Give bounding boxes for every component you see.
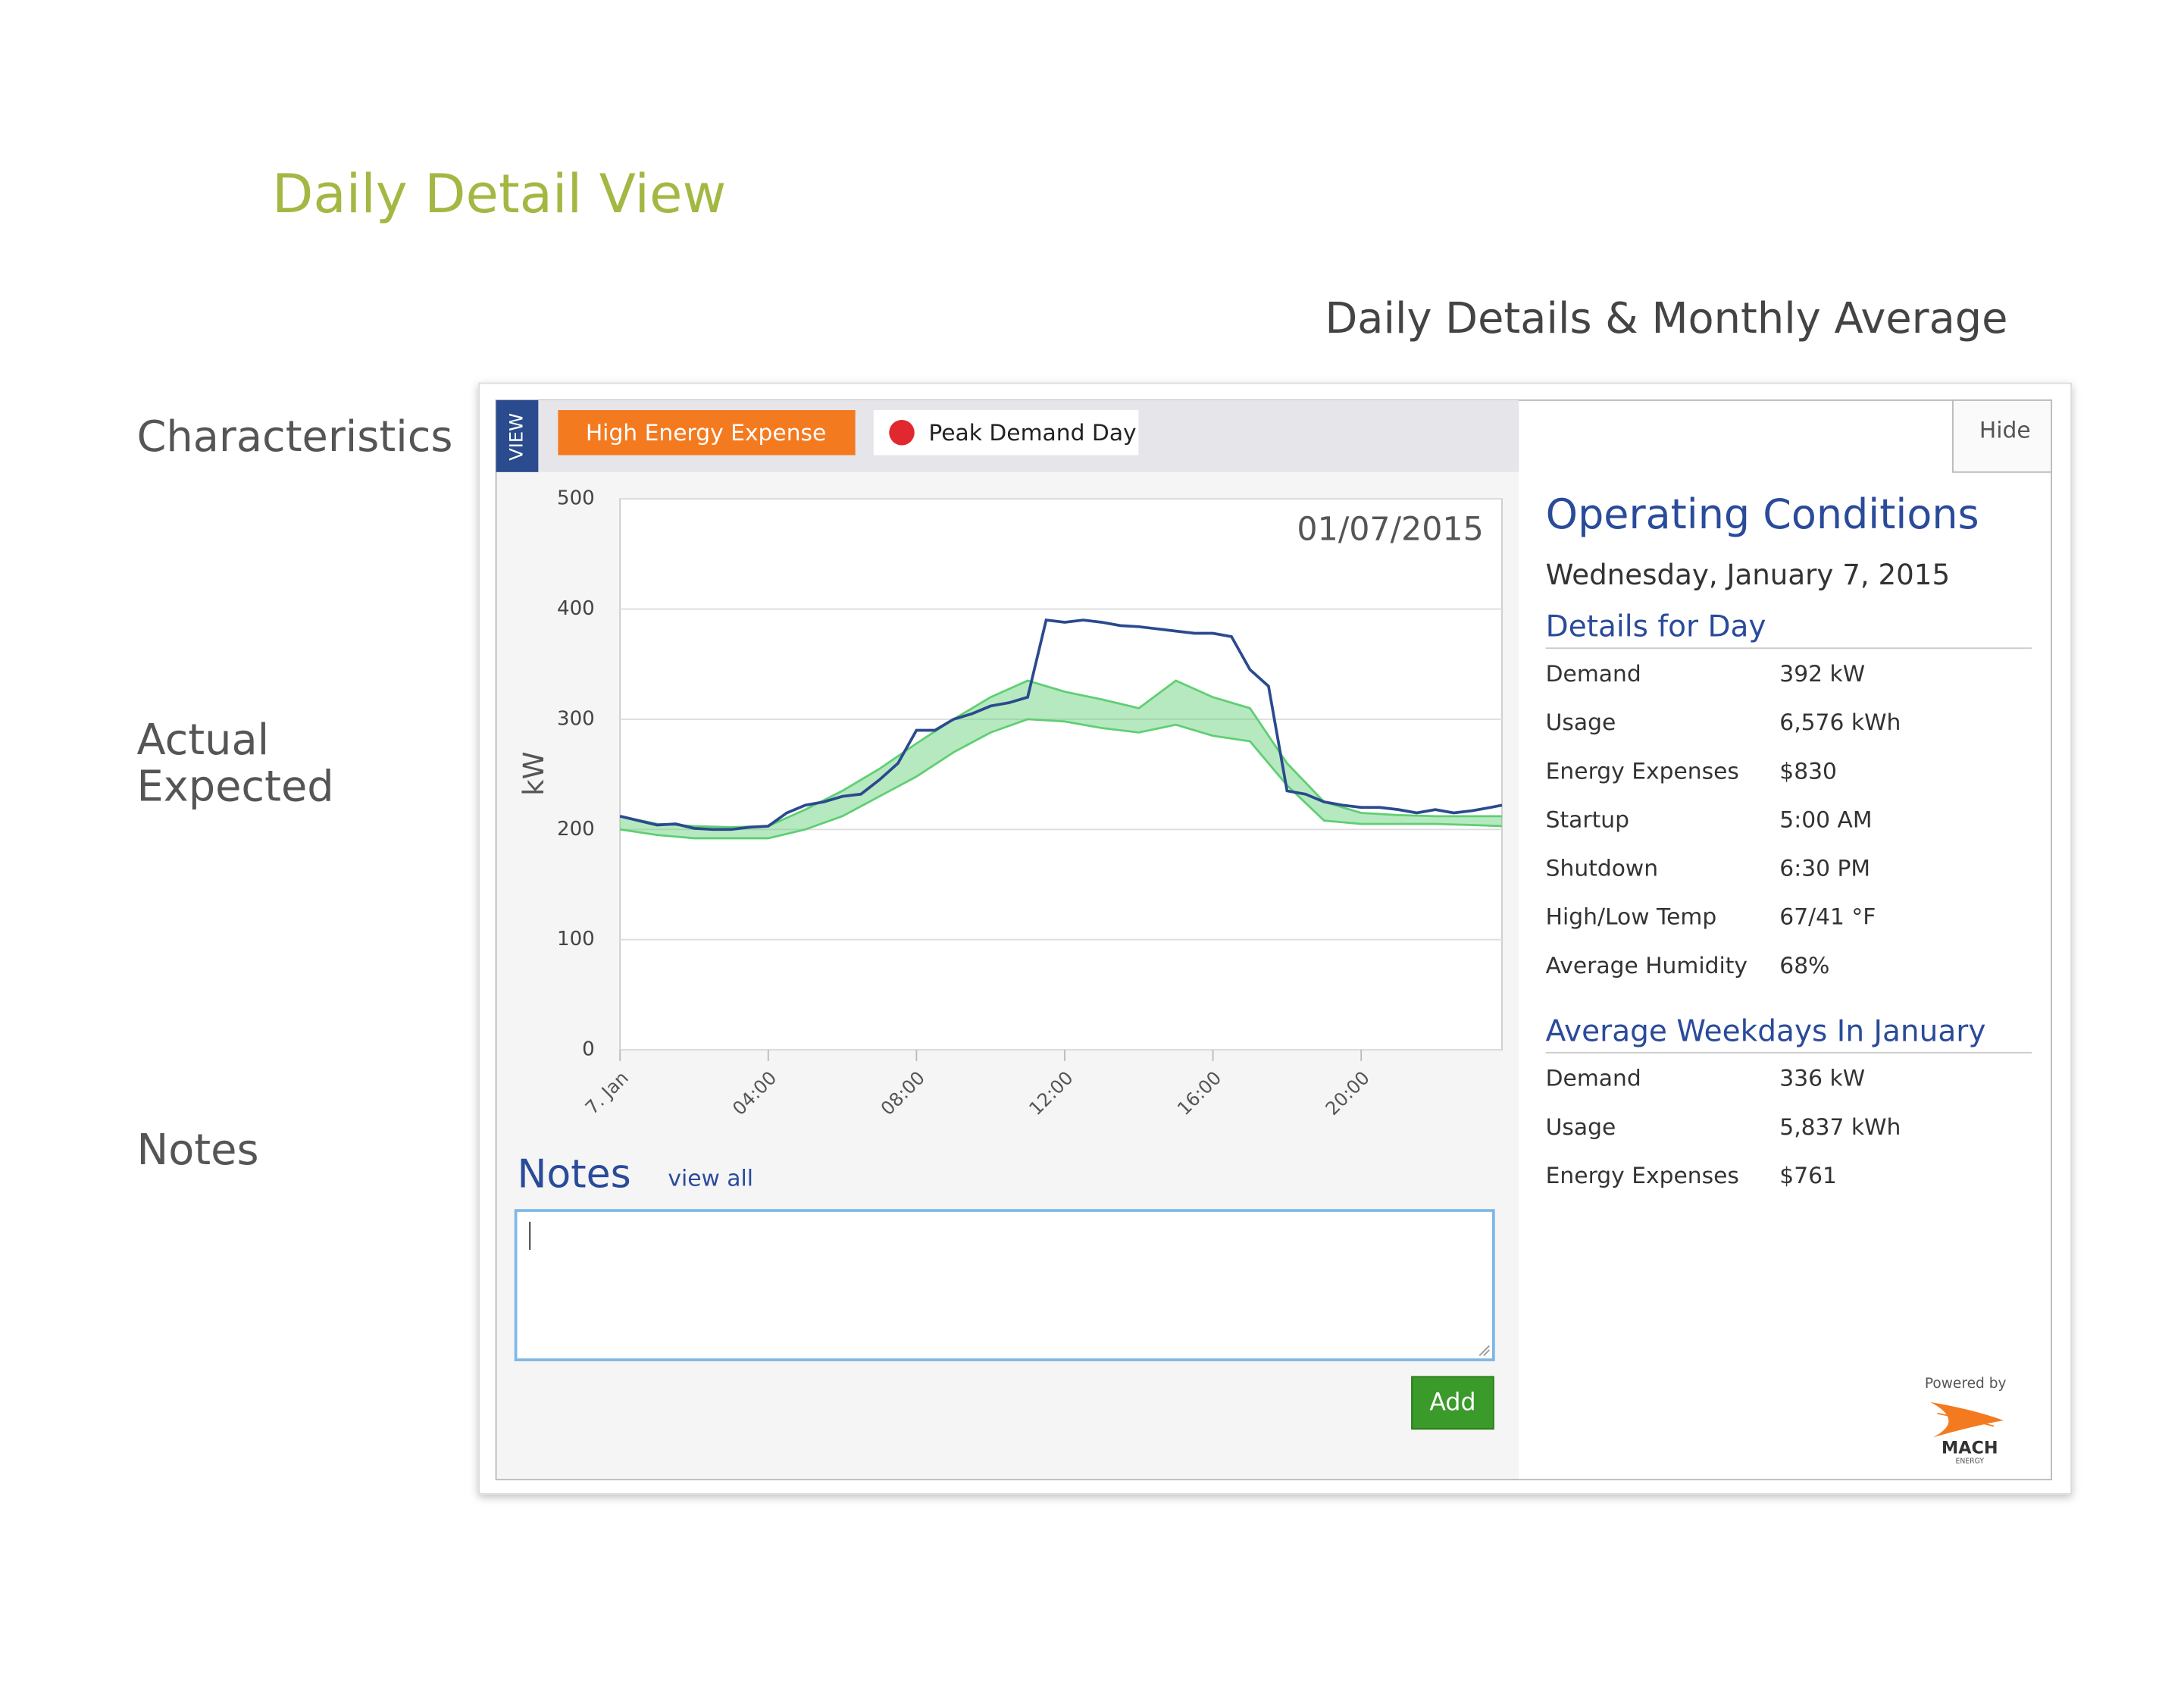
view-tab[interactable] (496, 400, 539, 472)
brand: MACH (1942, 1439, 1998, 1458)
plot-area (619, 498, 1503, 1051)
row-label: Energy Expenses (1546, 758, 1739, 784)
powered-by: Powered by (1925, 1376, 2007, 1392)
page-subtitle: Daily Details & Monthly Average (1325, 294, 2007, 343)
y-tick-label: 300 (557, 707, 595, 730)
view-tab-label: VIEW (505, 413, 527, 461)
row-value: 336 kW (1779, 1066, 1865, 1092)
hide-label: Hide (1979, 417, 2031, 443)
chart-title: 01/07/2015 (1297, 510, 1483, 548)
brand-sub: ENERGY (1955, 1457, 1984, 1465)
annotation: Expected (136, 762, 333, 811)
tag[interactable] (558, 410, 856, 456)
row-value: 5:00 AM (1779, 806, 1872, 833)
expected-low (619, 718, 1503, 840)
tag-label: Peak Demand Day (928, 420, 1136, 446)
notes-input[interactable] (514, 1209, 1495, 1361)
y-tick-label: 100 (557, 928, 595, 950)
tag-dot (889, 420, 915, 446)
add-label: Add (1429, 1389, 1475, 1417)
y-tick-label: 500 (557, 487, 595, 510)
expected-band (620, 681, 1503, 838)
row-value: 68% (1779, 953, 1829, 979)
annotation: Characteristics (136, 412, 452, 462)
row-label: Startup (1546, 806, 1629, 833)
row-label: High/Low Temp (1546, 904, 1717, 931)
row-label: Usage (1546, 1114, 1616, 1141)
section-heading: Average Weekdays In January (1546, 1014, 1986, 1048)
annotation: Notes (136, 1126, 258, 1175)
resize-grip (1478, 1345, 1490, 1357)
row-value: 5,837 kWh (1779, 1114, 1901, 1141)
row-label: Average Humidity (1546, 953, 1748, 979)
row-label: Demand (1546, 1066, 1641, 1092)
y-tick-label: 0 (582, 1038, 595, 1061)
row-value: 6:30 PM (1779, 856, 1870, 882)
row-value: 67/41 °F (1779, 904, 1876, 931)
notes-link[interactable]: view all (668, 1166, 753, 1192)
annotation: Actual (136, 716, 269, 765)
add-button[interactable] (1411, 1376, 1494, 1430)
y-tick-label: 200 (557, 818, 595, 841)
logo (1937, 1412, 1995, 1427)
y-tick-label: 400 (557, 597, 595, 620)
page-title: Daily Detail View (272, 162, 726, 225)
row-value: 392 kW (1779, 661, 1865, 687)
row-label: Energy Expenses (1546, 1163, 1739, 1189)
notes-title: Notes (517, 1151, 630, 1197)
section-heading: Details for Day (1546, 610, 1766, 644)
row-value: $761 (1779, 1163, 1837, 1189)
tag[interactable] (873, 410, 1139, 456)
row-label: Usage (1546, 709, 1616, 736)
conditions-title: Operating Conditions (1546, 490, 1979, 538)
row-value: $830 (1779, 758, 1837, 784)
y-axis-label: kW (517, 752, 550, 796)
tag-label: High Energy Expense (586, 420, 827, 446)
actual-line (619, 618, 1503, 831)
row-label: Demand (1546, 661, 1641, 687)
row-label: Shutdown (1546, 856, 1658, 882)
row-value: 6,576 kWh (1779, 709, 1901, 736)
right-section (1519, 400, 2052, 1480)
hide-button[interactable] (1952, 399, 2053, 473)
conditions-date: Wednesday, January 7, 2015 (1546, 558, 1950, 591)
